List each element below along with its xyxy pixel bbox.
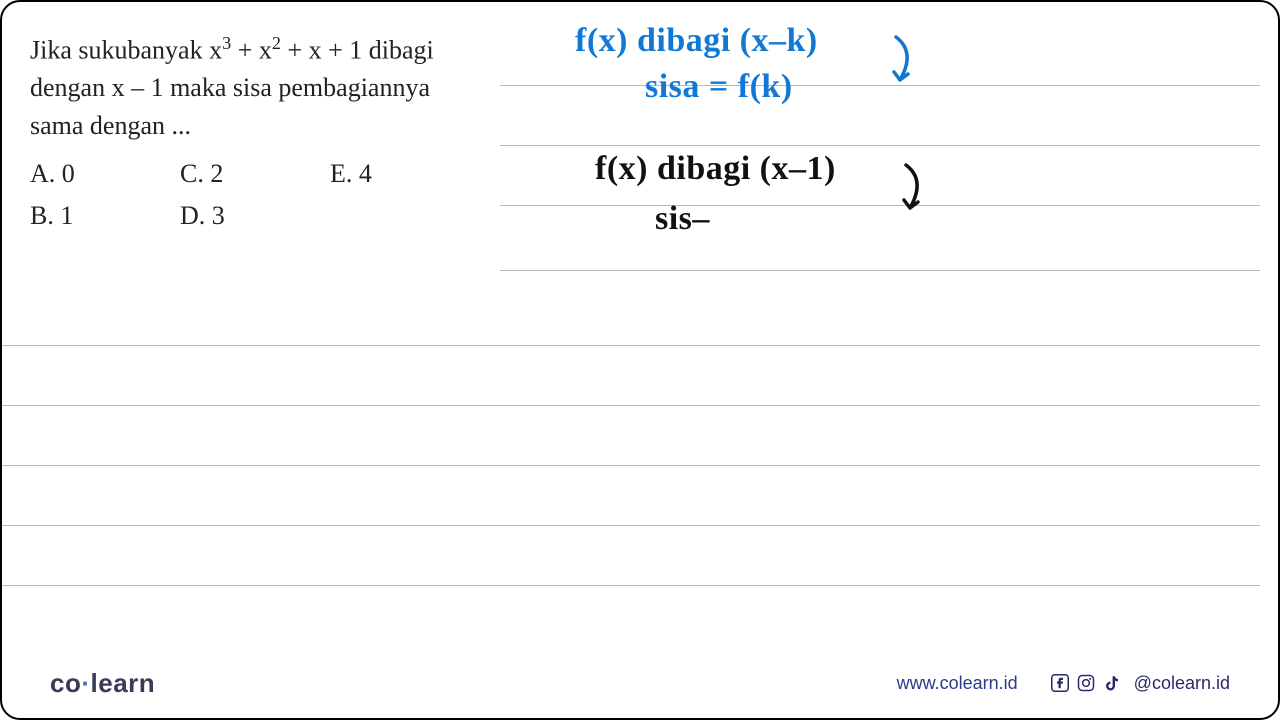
ruled-line xyxy=(500,85,1260,86)
question-block: Jika sukubanyak x3 + x2 + x + 1 dibagi d… xyxy=(30,30,480,235)
tiktok-icon xyxy=(1102,673,1122,693)
option-a: A. 0 xyxy=(30,155,170,193)
logo-dot: · xyxy=(81,668,90,698)
ruled-line xyxy=(0,465,1260,466)
ruled-line xyxy=(500,270,1260,271)
instagram-icon xyxy=(1076,673,1096,693)
footer-bar: co·learn www.colearn.id @colearn.id xyxy=(0,668,1280,698)
handwriting-black-line1: f(x) dibagi (x–1) xyxy=(595,150,836,188)
q-l1-plus1: + x xyxy=(231,36,272,65)
handwriting-blue-line1: f(x) dibagi (x–k) xyxy=(575,22,818,60)
handwriting-black-line2: sis– xyxy=(655,200,710,238)
social-icons xyxy=(1050,673,1122,693)
ruled-line xyxy=(500,205,1260,206)
brand-logo: co·learn xyxy=(50,668,155,699)
q-exp3: 3 xyxy=(222,33,231,53)
option-c: C. 2 xyxy=(180,155,320,193)
curly-arrow-icon xyxy=(888,32,928,92)
footer-handle: @colearn.id xyxy=(1134,673,1230,694)
q-l1-pre: Jika sukubanyak x xyxy=(30,36,222,65)
question-line1: Jika sukubanyak x3 + x2 + x + 1 dibagi xyxy=(30,30,480,69)
ruled-line xyxy=(0,345,1260,346)
ruled-line xyxy=(500,145,1260,146)
ruled-line xyxy=(0,585,1260,586)
footer-right: www.colearn.id @colearn.id xyxy=(897,673,1230,694)
q-l1-post: + x + 1 dibagi xyxy=(281,36,434,65)
option-blank xyxy=(330,197,470,235)
ruled-line xyxy=(0,405,1260,406)
footer-url: www.colearn.id xyxy=(897,673,1018,694)
handwriting-blue-line2: sisa = f(k) xyxy=(645,68,793,106)
option-e: E. 4 xyxy=(330,155,470,193)
facebook-icon xyxy=(1050,673,1070,693)
curly-arrow-icon xyxy=(898,160,938,220)
option-b: B. 1 xyxy=(30,197,170,235)
question-line3: sama dengan ... xyxy=(30,107,480,145)
option-d: D. 3 xyxy=(180,197,320,235)
notebook-area xyxy=(500,0,1280,720)
q-exp2: 2 xyxy=(272,33,281,53)
logo-post: learn xyxy=(91,668,156,698)
question-line2: dengan x – 1 maka sisa pembagiannya xyxy=(30,69,480,107)
ruled-line xyxy=(0,525,1260,526)
logo-pre: co xyxy=(50,668,81,698)
options-grid: A. 0 C. 2 E. 4 B. 1 D. 3 xyxy=(30,155,480,235)
